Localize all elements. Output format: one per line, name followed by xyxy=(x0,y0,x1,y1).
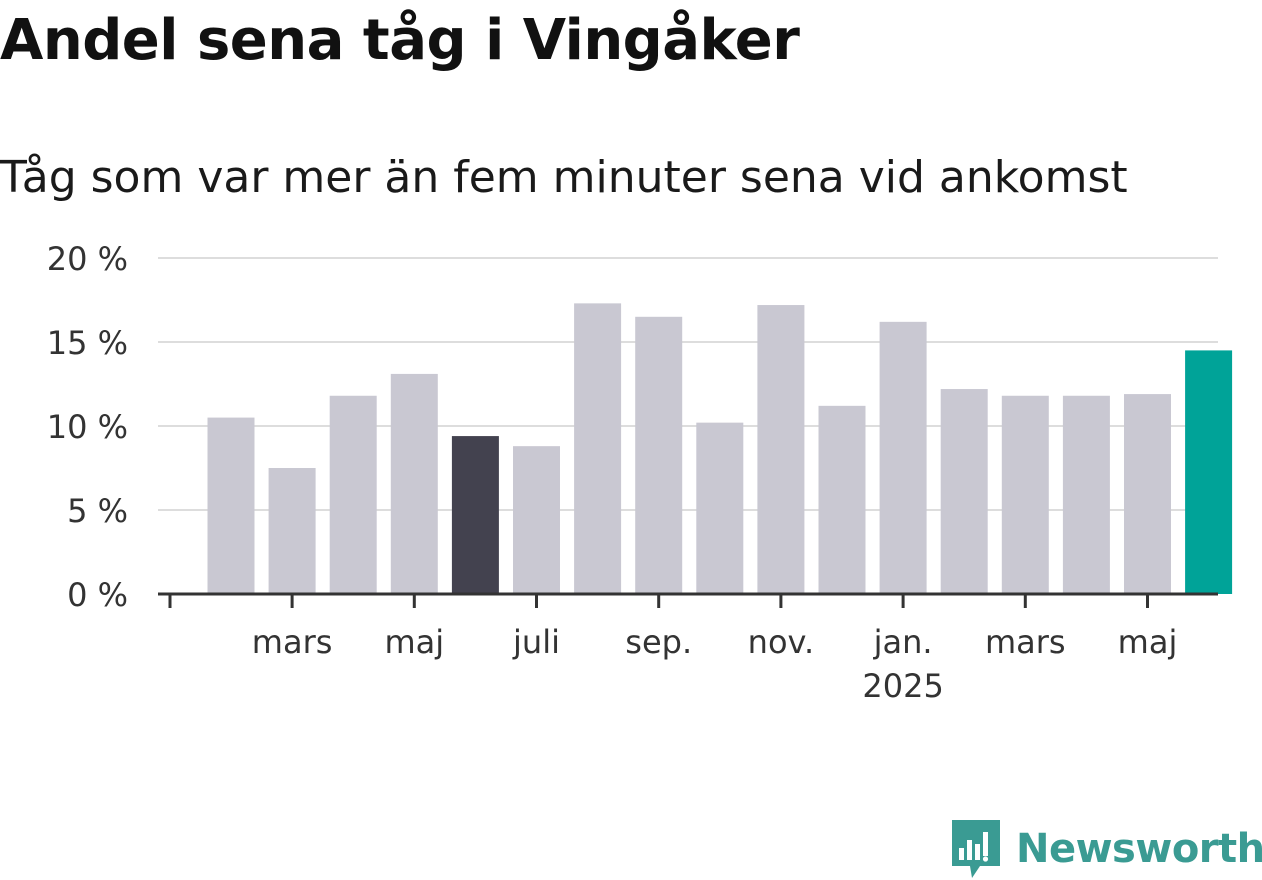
y-tick-label: 15 % xyxy=(47,324,128,362)
chart-title: Andel sena tåg i Vingåker xyxy=(0,8,800,73)
y-tick-label: 0 % xyxy=(67,576,128,614)
x-tick-label: sep. xyxy=(625,623,692,661)
bar xyxy=(818,405,866,594)
bar xyxy=(513,446,560,594)
bar xyxy=(268,468,316,594)
x-tick-label: jan. xyxy=(873,623,933,661)
x-tick-label: mars xyxy=(985,623,1066,661)
x-tick-label: maj xyxy=(384,623,444,661)
x-tick-sublabel: 2025 xyxy=(862,667,943,705)
bar xyxy=(329,395,377,594)
chart-subtitle: Tåg som var mer än fem minuter sena vid … xyxy=(0,152,1128,203)
bar xyxy=(757,305,805,594)
bar xyxy=(1062,395,1110,594)
y-tick-label: 20 % xyxy=(47,240,128,278)
y-tick-label: 10 % xyxy=(47,408,128,446)
x-tick-label: maj xyxy=(1118,623,1178,661)
bar xyxy=(635,316,683,594)
newsworthy-logo: Newsworthy xyxy=(950,818,1262,880)
y-tick-label: 5 % xyxy=(67,492,128,530)
x-tick-label: nov. xyxy=(748,623,814,661)
bar xyxy=(696,422,744,594)
x-tick-label: mars xyxy=(252,623,333,661)
bar xyxy=(390,373,438,594)
bar xyxy=(879,321,927,594)
newsworthy-logo-icon xyxy=(952,820,1000,878)
bar-current xyxy=(1185,350,1233,594)
bar-previous-year xyxy=(451,436,499,594)
bar xyxy=(207,417,255,594)
brand-name: Newsworthy xyxy=(1016,826,1262,872)
bar xyxy=(574,303,622,594)
bar xyxy=(940,389,988,594)
bar xyxy=(1001,395,1049,594)
bar xyxy=(1124,394,1171,594)
x-tick-label: juli xyxy=(512,623,560,661)
